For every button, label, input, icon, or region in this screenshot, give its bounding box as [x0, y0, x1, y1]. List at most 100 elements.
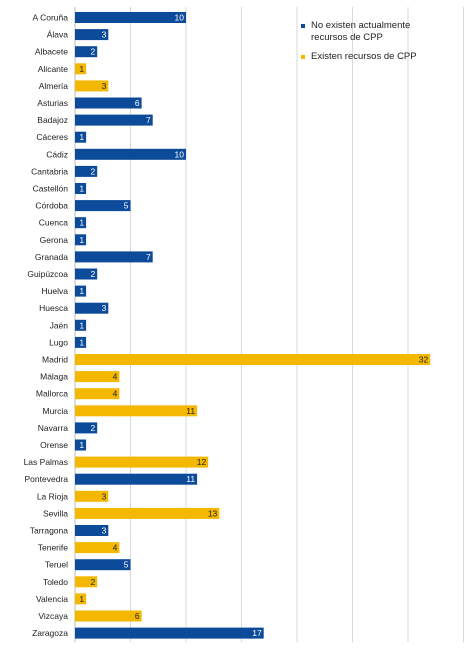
value-label-asturias: 6 [135, 98, 140, 108]
value-label-alicante: 1 [79, 64, 84, 74]
bar-lugo [75, 336, 87, 348]
legend-label-existen: Existen recursos de CPP [311, 51, 417, 62]
legend-swatch-existen [301, 55, 305, 59]
category-label-guipuzcoa: Guipúzcoa [27, 269, 68, 279]
category-label-alicante: Alicante [38, 64, 69, 74]
bar-huelva [75, 285, 87, 297]
bar-pontevedra [75, 473, 198, 485]
bar-mallorca [75, 388, 120, 400]
bar-albacete [75, 46, 98, 58]
value-label-madrid: 32 [419, 355, 429, 365]
category-label-jaen: Jaén [50, 320, 69, 330]
value-label-las-palmas: 12 [197, 457, 207, 467]
value-label-guipuzcoa: 2 [90, 269, 95, 279]
category-label-tenerife: Tenerife [38, 543, 69, 553]
bar-cantabria [75, 165, 98, 177]
value-label-huesca: 3 [102, 303, 107, 313]
value-label-navarra: 2 [90, 423, 95, 433]
value-label-granada: 7 [146, 252, 151, 262]
bar-vizcaya [75, 610, 142, 622]
category-label-madrid: Madrid [42, 355, 68, 365]
bar-cuenca [75, 217, 87, 229]
legend: No existen actualmente recursos de CPP E… [301, 20, 417, 62]
category-label-malaga: Málaga [40, 372, 68, 382]
value-label-cadiz: 10 [175, 149, 185, 159]
bar-navarra [75, 422, 98, 434]
value-label-jaen: 1 [79, 320, 84, 330]
value-label-caceres: 1 [79, 132, 84, 142]
bar-almeria [75, 80, 109, 92]
category-label-valencia: Valencia [36, 594, 68, 604]
value-label-toledo: 2 [90, 577, 95, 587]
bar-tarragona [75, 525, 109, 536]
value-label-malaga: 4 [113, 372, 118, 382]
value-label-albacete: 2 [90, 47, 95, 57]
bar-valencia [75, 593, 87, 605]
value-label-la-rioja: 3 [102, 491, 107, 501]
value-label-orense: 1 [79, 440, 84, 450]
category-label-caceres: Cáceres [36, 132, 68, 142]
category-label-murcia: Murcia [42, 406, 68, 416]
value-label-mallorca: 4 [113, 389, 118, 399]
category-label-alava: Álava [47, 30, 69, 40]
category-label-navarra: Navarra [38, 423, 69, 433]
legend-label-no-existen-line2: recursos de CPP [311, 32, 383, 43]
value-label-a-coruna: 10 [175, 13, 185, 23]
bar-malaga [75, 371, 120, 383]
legend-swatch-no-existen [301, 24, 305, 28]
bar-tenerife [75, 542, 120, 554]
value-label-zaragoza: 17 [252, 628, 262, 638]
bar-alicante [75, 63, 87, 75]
bar-sevilla [75, 507, 220, 519]
bar-caceres [75, 131, 87, 143]
value-label-valencia: 1 [79, 594, 84, 604]
bar-toledo [75, 576, 98, 588]
category-label-huesca: Huesca [39, 303, 68, 313]
bar-granada [75, 251, 153, 263]
bar-badajoz [75, 114, 153, 126]
bar-murcia [75, 405, 198, 417]
category-label-granada: Granada [35, 252, 68, 262]
category-label-pontevedra: Pontevedra [25, 474, 69, 484]
value-label-huelva: 1 [79, 286, 84, 296]
bar-guipuzcoa [75, 268, 98, 280]
value-label-badajoz: 7 [146, 115, 151, 125]
bar-cordoba [75, 200, 131, 212]
category-label-zaragoza: Zaragoza [32, 628, 68, 638]
category-label-castellon: Castellón [33, 184, 69, 194]
category-label-vizcaya: Vizcaya [38, 611, 68, 621]
category-label-toledo: Toledo [43, 577, 68, 587]
category-label-cantabria: Cantabria [31, 166, 68, 176]
bar-jaen [75, 319, 87, 331]
category-label-asturias: Asturias [37, 98, 68, 108]
value-label-vizcaya: 6 [135, 611, 140, 621]
category-label-la-rioja: La Rioja [37, 491, 68, 501]
bar-castellon [75, 183, 87, 194]
bar-a-coruna [75, 12, 186, 23]
value-labels: 1032136711021511721311324411211211313345… [79, 13, 428, 639]
category-label-albacete: Albacete [35, 47, 68, 57]
category-label-cordoba: Córdoba [35, 201, 68, 211]
value-label-alava: 3 [102, 30, 107, 40]
value-label-teruel: 5 [124, 560, 129, 570]
category-label-huelva: Huelva [42, 286, 69, 296]
category-labels: A Coruña Álava Albacete Alicante Almería Astu… [24, 13, 69, 639]
category-label-gerona: Gerona [40, 235, 69, 245]
value-label-murcia: 11 [186, 406, 195, 416]
bar-huesca [75, 302, 109, 314]
bar-gerona [75, 234, 87, 246]
bars [75, 12, 431, 639]
category-label-lugo: Lugo [49, 337, 68, 347]
value-label-pontevedra: 11 [186, 474, 195, 484]
category-label-a-coruna: A Coruña [33, 13, 69, 23]
value-label-cantabria: 2 [90, 166, 95, 176]
category-label-orense: Orense [40, 440, 68, 450]
category-label-cuenca: Cuenca [39, 218, 69, 228]
value-label-tenerife: 4 [113, 543, 118, 553]
value-label-castellon: 1 [79, 184, 84, 194]
bar-orense [75, 439, 87, 451]
value-label-lugo: 1 [79, 337, 84, 347]
category-label-las-palmas: Las Palmas [24, 457, 68, 467]
value-label-tarragona: 3 [102, 526, 107, 536]
